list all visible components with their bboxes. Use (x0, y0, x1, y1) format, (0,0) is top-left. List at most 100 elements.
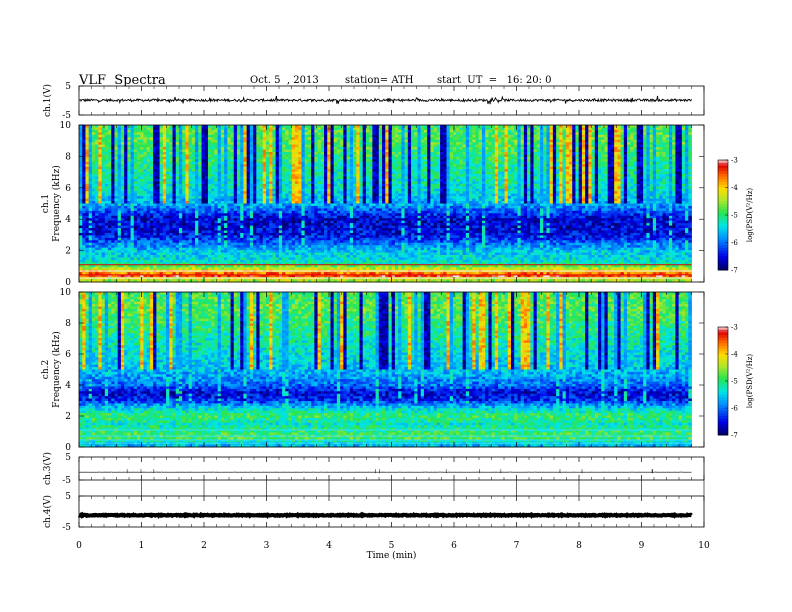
ch1-spectrogram-cell (208, 147, 212, 150)
ch1-spectrogram-cell (485, 177, 489, 180)
ch1-spectrogram-cell (608, 174, 612, 177)
ch1-spectrogram-cell (662, 142, 666, 145)
ch1-spectrogram-cell (592, 159, 596, 162)
ch1-spectrogram-cell (621, 130, 625, 133)
ch1-spectrogram-cell (501, 152, 505, 155)
ch1-spectrogram-cell (524, 147, 528, 150)
ch1-spectrogram-cell (260, 152, 264, 155)
ch1-spectrogram-cell (305, 127, 309, 130)
ch1-spectrogram-cell (121, 159, 125, 162)
ch1-spectrogram-cell (405, 164, 409, 167)
ch1-spectrogram-cell (172, 162, 176, 165)
ch1-spectrogram-cell (630, 177, 634, 180)
ch1-spectrogram-cell (205, 181, 209, 184)
ch1-spectrogram-cell (198, 142, 202, 145)
ch1-spectrogram-cell (417, 167, 421, 170)
ch1-spectrogram-cell (417, 169, 421, 172)
ch1-spectrogram-cell (285, 154, 289, 157)
ch1-spectrogram-cell (382, 179, 386, 182)
ch1-spectrogram-cell (340, 186, 344, 189)
ch1-spectrogram-cell (347, 157, 351, 160)
ch1-spectrogram-cell (295, 127, 299, 130)
ch1-spectrogram-cell (163, 181, 167, 184)
ch1-spectrogram-cell (643, 147, 647, 150)
ch1-spectrogram-cell (237, 127, 241, 130)
ch1-spectrogram-cell (237, 147, 241, 150)
ch1-spectrogram-cell (182, 140, 186, 143)
ch1-spectrogram-cell (559, 135, 563, 138)
ch1-spectrogram-cell (588, 147, 592, 150)
ch1-spectrogram-cell (624, 169, 628, 172)
ch1-spectrogram-cell (434, 157, 438, 160)
ch1-spectrogram-cell (343, 177, 347, 180)
ch1-spectrogram-cell (195, 177, 199, 180)
ch1-spectrogram-cell (314, 150, 318, 153)
ch1-spectrogram-cell (250, 186, 254, 189)
ch1-spectrogram-cell (534, 142, 538, 145)
ch1-spectrogram-cell (582, 167, 586, 170)
ch1-spectrogram-cell (366, 152, 370, 155)
ch1-spectrogram-cell (614, 159, 618, 162)
ch1-spectrogram-cell (263, 157, 267, 160)
ch1-spectrogram-cell (398, 162, 402, 165)
ch1-spectrogram-cell (89, 174, 93, 177)
ch1-spectrogram-cell (298, 162, 302, 165)
ch1-spectrogram-cell (169, 150, 173, 153)
ch1-spectrogram-cell (646, 177, 650, 180)
ch1-spectrogram-cell (282, 125, 286, 128)
ch1-spectrogram-cell (434, 184, 438, 187)
ch1-spectrogram-cell (330, 127, 334, 130)
ch1-spectrogram-cell (105, 132, 109, 135)
ch1-spectrogram-cell (330, 147, 334, 150)
ch1-spectrogram-cell (550, 169, 554, 172)
ch1-spectrogram-cell (276, 130, 280, 133)
ch1-spectrogram-cell (427, 135, 431, 138)
ch1-spectrogram-cell (105, 130, 109, 133)
ch1-spectrogram-cell (218, 132, 222, 135)
ch1-spectrogram-cell (253, 159, 257, 162)
ch1-spectrogram-cell (395, 169, 399, 172)
ch1-spectrogram-cell (150, 174, 154, 177)
ch1-spectrogram-cell (662, 137, 666, 140)
ch1-spectrogram-cell (260, 154, 264, 157)
ch1-spectrogram-cell (256, 150, 260, 153)
ch1-spectrogram-cell (637, 135, 641, 138)
ch1-spectrogram-cell (279, 125, 283, 128)
ch1-spectrogram-cell (643, 127, 647, 130)
ch1-spectrogram-cell (672, 164, 676, 167)
ch1-spectrogram-cell (140, 181, 144, 184)
ch1-spectrogram-cell (430, 147, 434, 150)
ch1-spectrogram-cell (392, 167, 396, 170)
ch1-spectrogram-cell (659, 125, 663, 128)
ch1-spectrogram-cell (401, 127, 405, 130)
ch1-spectrogram-cell (472, 142, 476, 145)
ch1-spectrogram-cell (463, 181, 467, 184)
ch1-spectrogram-cell (211, 169, 215, 172)
ch1-spectrogram-cell (385, 125, 389, 128)
ch1-spectrogram-cell (569, 177, 573, 180)
ch1-spectrogram-cell (253, 130, 257, 133)
ch1-spectrogram-cell (495, 125, 499, 128)
ch1-spectrogram-cell (411, 145, 415, 148)
ch1-spectrogram-cell (243, 154, 247, 157)
ch1-spectrogram-cell (601, 159, 605, 162)
ch1-spectrogram-cell (189, 179, 193, 182)
ch1-spectrogram-cell (218, 184, 222, 187)
ch1-spectrogram-cell (295, 135, 299, 138)
ch1-spectrogram-cell (330, 184, 334, 187)
ch1-spectrogram-cell (227, 174, 231, 177)
ch1-spectrogram-cell (92, 172, 96, 175)
ch1-spectrogram-cell (637, 157, 641, 160)
ch1-spectrogram-cell (321, 135, 325, 138)
ch1-spectrogram-cell (611, 137, 615, 140)
ch1-spectrogram-cell (153, 135, 157, 138)
ch1-spectrogram-cell (492, 164, 496, 167)
ch1-spectrogram-cell (505, 150, 509, 153)
ch1-spectrogram-cell (85, 152, 89, 155)
ch1-spectrogram-cell (256, 164, 260, 167)
ch1-spectrogram-cell (231, 130, 235, 133)
ch1-spectrogram-cell (137, 179, 141, 182)
ch1-spectrogram-cell (447, 142, 451, 145)
ch1-spectrogram-cell (443, 164, 447, 167)
ch1-spectrogram-cell (411, 177, 415, 180)
